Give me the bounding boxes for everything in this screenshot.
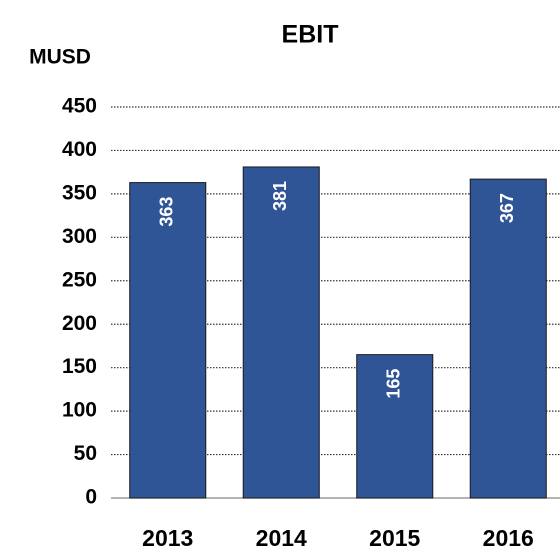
y-tick-label: 350 (62, 181, 97, 204)
x-tick-label: 2015 (369, 525, 420, 551)
bar (469, 178, 547, 499)
x-tick-label: 2016 (483, 525, 534, 551)
y-tick-label: 250 (62, 268, 97, 291)
y-tick-label: 450 (62, 95, 97, 118)
y-tick-label: 50 (74, 442, 97, 465)
chart-title: EBIT (282, 21, 339, 49)
data-label: 381 (270, 181, 290, 211)
data-label: 363 (157, 197, 177, 227)
y-tick-label: 200 (62, 312, 97, 335)
y-tick-label: 150 (62, 355, 97, 378)
bar (356, 354, 434, 499)
y-tick-label: 100 (62, 399, 97, 422)
data-label: 367 (497, 193, 517, 223)
bar (129, 182, 207, 499)
bar (242, 166, 320, 499)
y-tick-label: 400 (62, 138, 97, 161)
x-tick-label: 2013 (142, 525, 193, 551)
y-tick-label: 300 (62, 225, 97, 248)
data-label: 165 (384, 369, 404, 399)
y-axis-label: MUSD (29, 46, 91, 69)
y-tick-label: 0 (85, 486, 97, 509)
x-tick-label: 2014 (256, 525, 307, 551)
